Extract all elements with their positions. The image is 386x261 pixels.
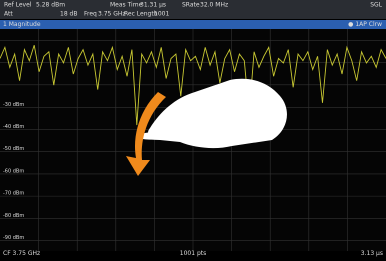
freq-value: 3.75 GHz: [98, 11, 126, 18]
page: -30 dBm -40 dBm -50 dBm -60 dBm -70 dBm -80 d…: [0, 0, 386, 261]
footer-center: 1001 pts: [180, 250, 206, 257]
att-label: Att: [4, 11, 13, 18]
screen: -30 dBm -40 dBm -50 dBm -60 dBm -70 dBm -80 d…: [0, 0, 386, 257]
y-tick-label: -60 dBm: [3, 168, 24, 174]
y-tick-label: -50 dBm: [3, 146, 24, 152]
trace-label: ● 1AP Clrw: [348, 21, 382, 28]
y-tick-label: -90 dBm: [3, 235, 24, 241]
panel-title: 1 Magnitude: [3, 21, 41, 28]
ref-level-label: Ref Level: [4, 2, 32, 9]
srate-label: SRate: [182, 2, 200, 9]
meas-time-label: Meas Time: [110, 2, 143, 9]
ref-level-value: 5.28 dBm: [36, 2, 65, 9]
footer-left: CF 3.75 GHz: [3, 250, 40, 257]
footer-right: 3.13 µs: [361, 250, 383, 257]
y-tick-label: -40 dBm: [3, 124, 24, 130]
att-value: 18 dB: [60, 11, 77, 18]
y-tick-label: -70 dBm: [3, 191, 24, 197]
meas-time-value: 31.31 µs: [140, 2, 166, 9]
y-tick-label: -30 dBm: [3, 102, 24, 108]
srate-value: 32.0 MHz: [200, 2, 228, 9]
rec-length-label: Rec Length: [124, 11, 158, 18]
mode: SGL: [370, 2, 382, 9]
panel-title-bar: [0, 20, 386, 29]
freq-label: Freq: [84, 11, 97, 18]
rec-length-value: 1001: [154, 11, 169, 18]
y-tick-label: -80 dBm: [3, 213, 24, 219]
